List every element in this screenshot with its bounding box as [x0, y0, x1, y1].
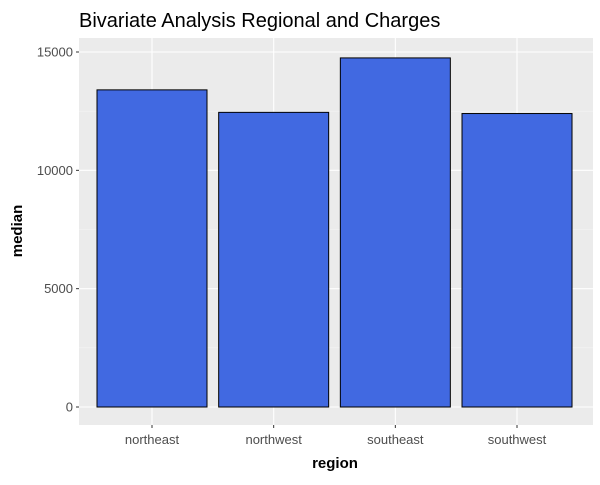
- bar-southwest: [461, 113, 573, 408]
- chart-title: Bivariate Analysis Regional and Charges: [79, 10, 440, 32]
- y-tick-label: 10000: [37, 163, 73, 178]
- x-axis-ticks: northeast northwest southeast southwest: [125, 425, 547, 447]
- y-tick-label: 15000: [37, 45, 73, 60]
- x-tick-label: southwest: [488, 432, 547, 447]
- bar-northwest: [218, 111, 330, 408]
- y-axis-title: median: [9, 205, 26, 258]
- bars-group: [96, 57, 573, 408]
- y-tick-label: 5000: [44, 281, 73, 296]
- x-tick-label: northeast: [125, 432, 180, 447]
- bar-northeast: [96, 89, 208, 408]
- y-axis-ticks: 0 5000 10000 15000: [37, 45, 79, 415]
- x-axis-title: region: [312, 455, 358, 472]
- bar-southeast: [339, 57, 451, 408]
- x-tick-label: northwest: [245, 432, 302, 447]
- x-tick-label: southeast: [367, 432, 424, 447]
- y-tick-label: 0: [66, 400, 73, 415]
